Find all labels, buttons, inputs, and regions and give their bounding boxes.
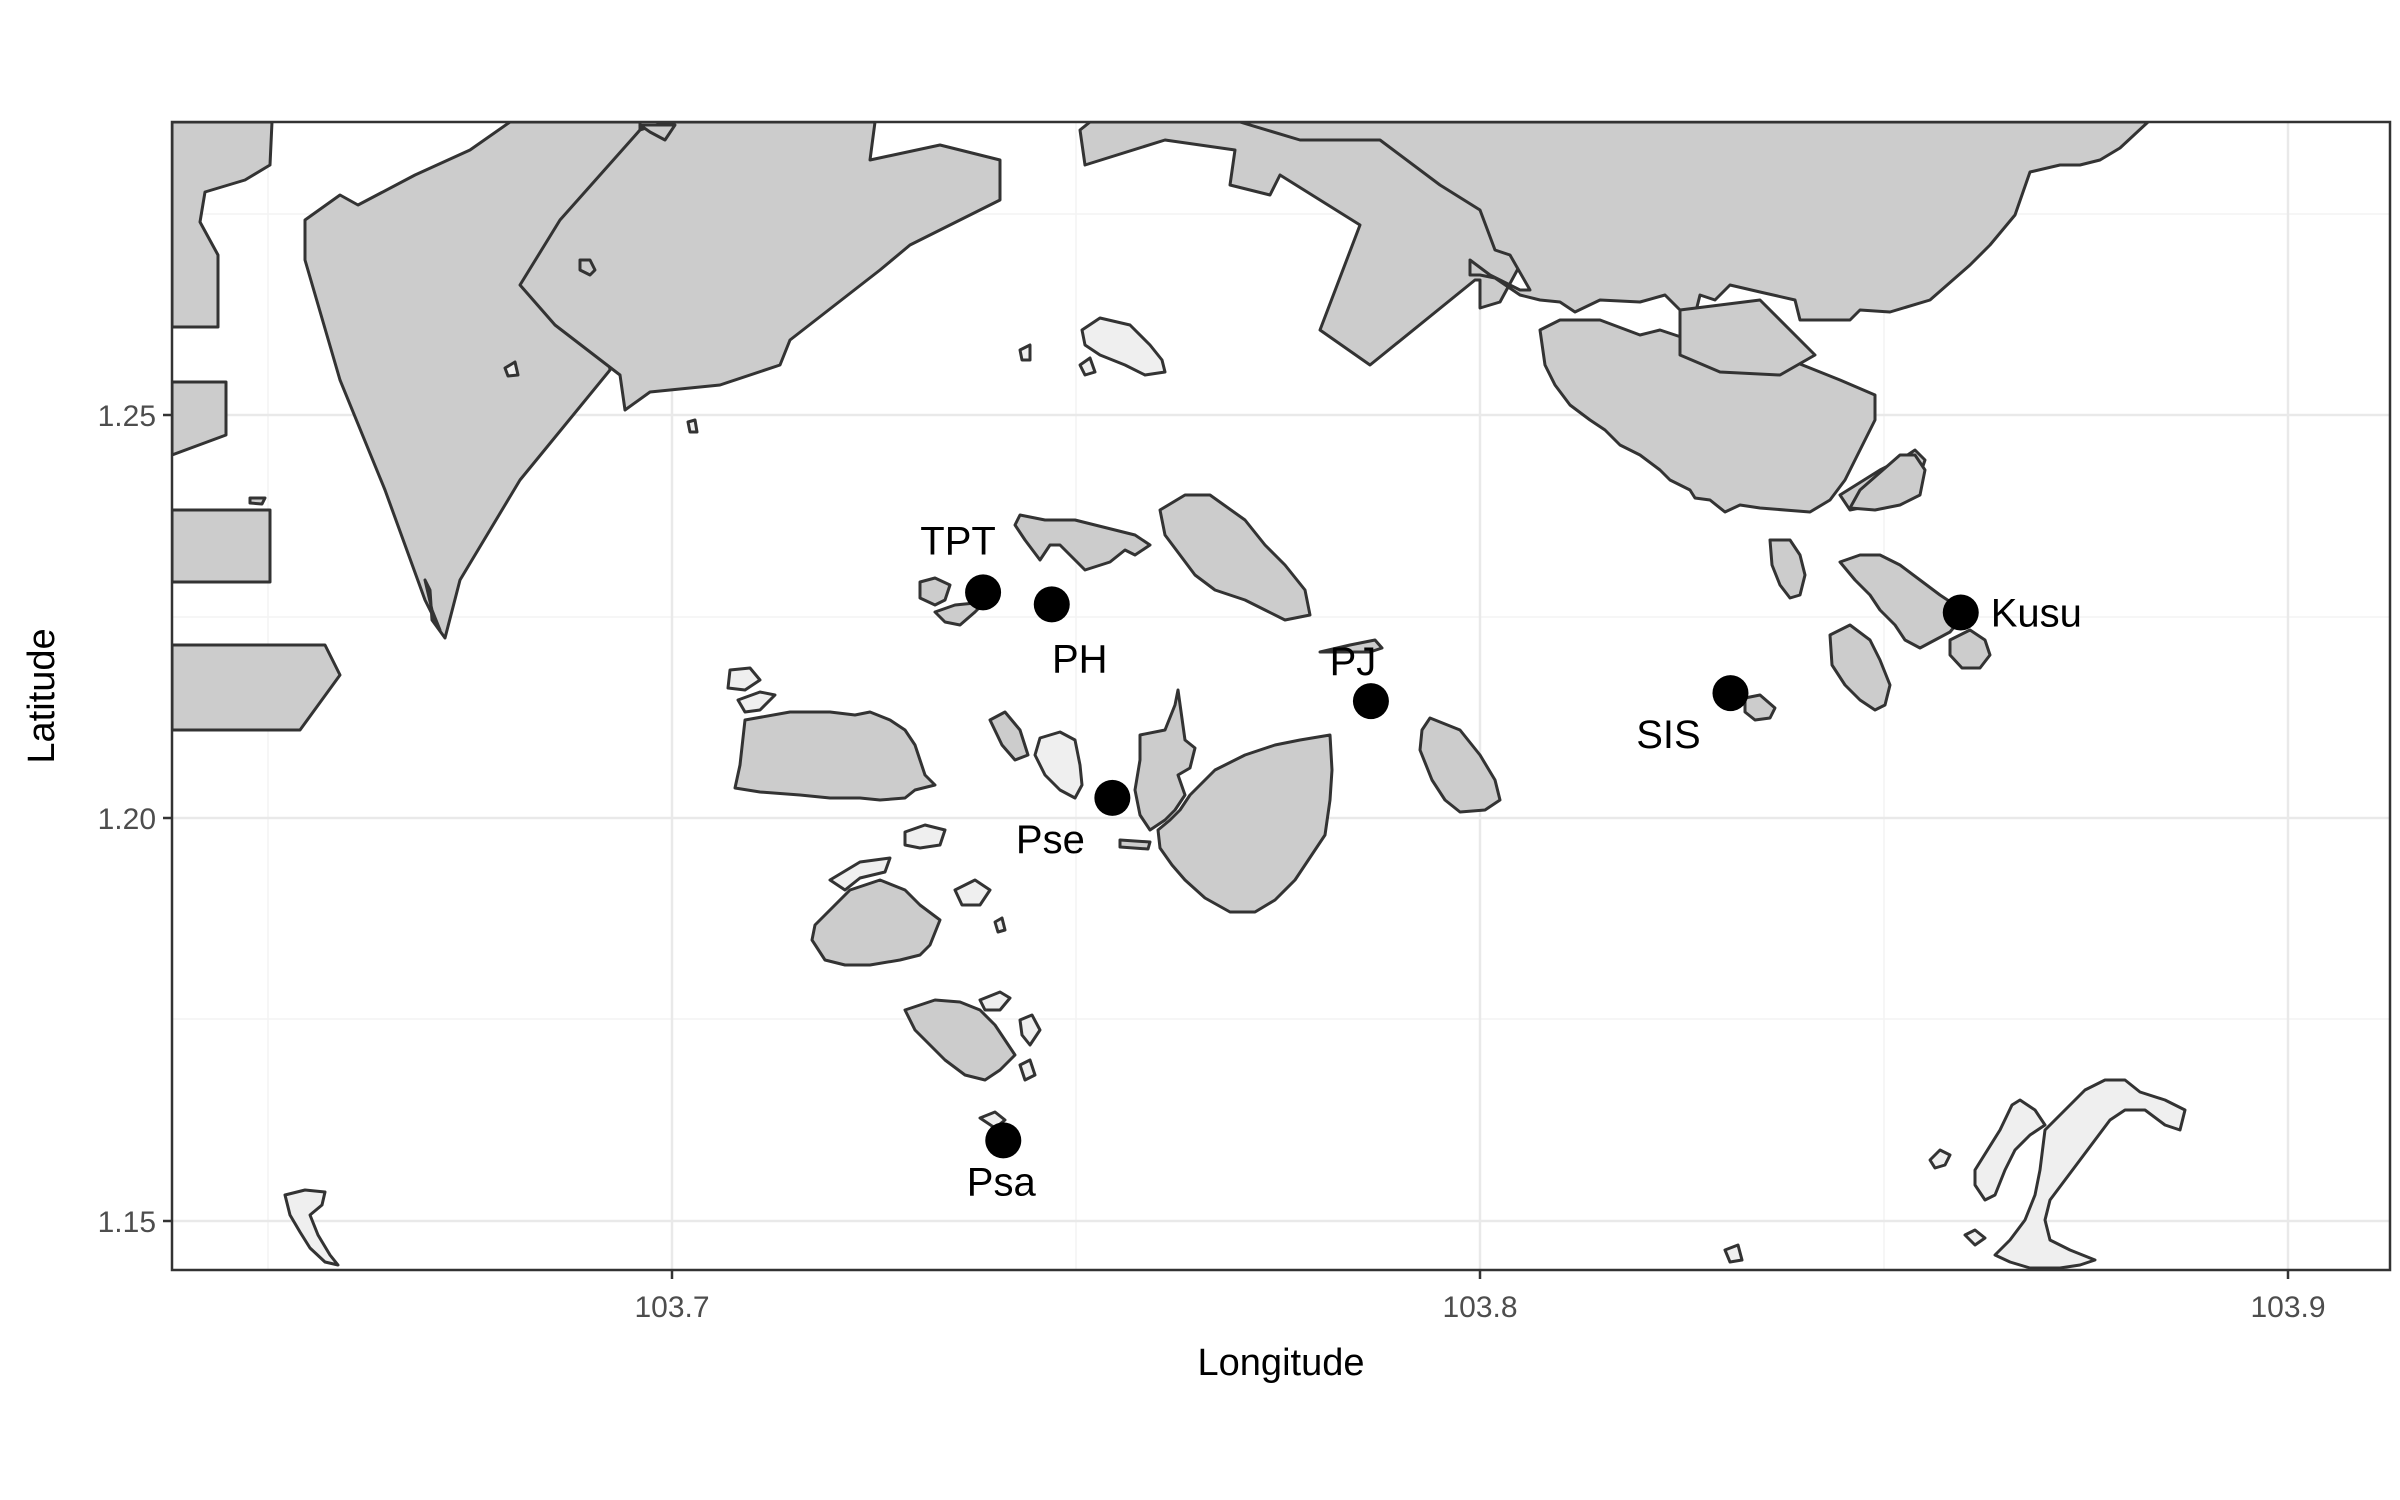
x-tick-label: 103.8 (1442, 1291, 1517, 1324)
y-tick-label: 1.25 (98, 400, 156, 433)
x-axis-title: Longitude (1198, 1342, 1365, 1384)
x-axis: 103.7 103.8 103.9 (634, 1270, 2326, 1324)
site-marker (1352, 683, 1389, 720)
y-axis: 1.15 1.20 1.25 (98, 400, 172, 1239)
y-tick-label: 1.15 (98, 1206, 156, 1239)
site-marker (1712, 675, 1749, 712)
site-marker (985, 1122, 1022, 1159)
y-axis-title: Latitude (21, 628, 63, 763)
site-label: Pse (1016, 818, 1085, 862)
site-marker (1033, 586, 1070, 623)
site-label: Kusu (1991, 591, 2082, 635)
x-tick-label: 103.9 (2250, 1291, 2325, 1324)
site-marker (1094, 779, 1131, 816)
site-label: Psa (967, 1160, 1037, 1204)
y-tick-label: 1.20 (98, 803, 156, 836)
site-label: TPT (920, 519, 996, 563)
site-marker (965, 574, 1002, 611)
site-label: PH (1052, 637, 1108, 681)
site-label: PJ (1330, 640, 1377, 684)
site-label: SIS (1636, 713, 1700, 757)
x-tick-label: 103.7 (634, 1291, 709, 1324)
sampling-sites: TPT PH PJ Pse Psa SIS Kusu (920, 519, 2082, 1204)
panel-border (170, 120, 2392, 1272)
site-marker (1942, 594, 1979, 631)
coastline-land (172, 122, 2187, 1270)
